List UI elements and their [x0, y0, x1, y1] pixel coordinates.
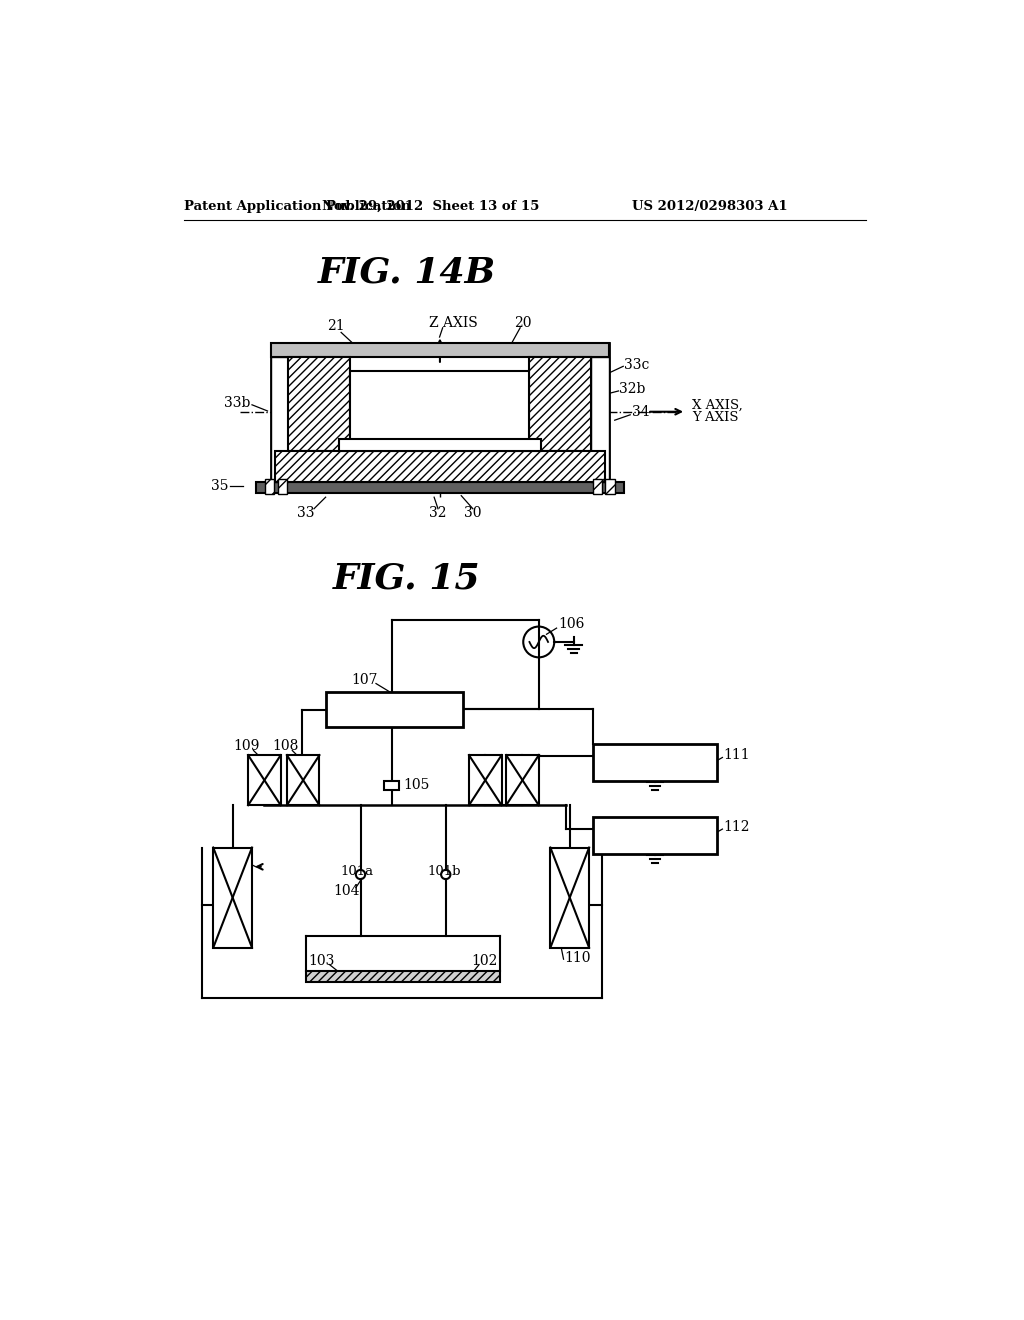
- Text: 34: 34: [632, 405, 649, 420]
- Text: X AXIS,: X AXIS,: [692, 399, 743, 412]
- Text: 102: 102: [471, 954, 498, 968]
- Bar: [592, 358, 608, 482]
- Bar: [339, 440, 541, 451]
- Text: FIG. 15: FIG. 15: [333, 561, 481, 595]
- Text: MATCHING CIRCUIT: MATCHING CIRCUIT: [327, 702, 461, 715]
- Text: 105: 105: [403, 779, 429, 792]
- Text: 108: 108: [272, 739, 299, 752]
- Bar: [550, 847, 589, 948]
- Text: 32b: 32b: [620, 383, 646, 396]
- Text: 101a: 101a: [340, 866, 373, 878]
- Text: POWER SUPPLY: POWER SUPPLY: [604, 760, 707, 774]
- Text: US 2012/0298303 A1: US 2012/0298303 A1: [632, 199, 787, 213]
- Bar: [469, 755, 502, 805]
- Bar: [265, 479, 274, 494]
- Bar: [350, 371, 529, 451]
- Text: 33c: 33c: [624, 358, 649, 372]
- Text: Nov. 29, 2012  Sheet 13 of 15: Nov. 29, 2012 Sheet 13 of 15: [322, 199, 539, 213]
- Bar: [213, 847, 252, 948]
- Text: POWER SUPPLY: POWER SUPPLY: [604, 834, 707, 847]
- Text: FIG. 14B: FIG. 14B: [317, 255, 496, 289]
- Text: 109: 109: [233, 739, 260, 752]
- Text: 21: 21: [327, 319, 344, 333]
- Bar: [605, 479, 614, 494]
- Bar: [256, 482, 624, 494]
- Text: 107: 107: [351, 673, 378, 686]
- Text: 111: 111: [723, 748, 750, 762]
- Bar: [384, 780, 399, 789]
- Text: DIRECT-CURRENT: DIRECT-CURRENT: [598, 750, 712, 763]
- Text: 33b: 33b: [224, 396, 251, 411]
- Text: DIRECT-CURRENT: DIRECT-CURRENT: [598, 822, 712, 836]
- Bar: [278, 479, 287, 494]
- Text: 20: 20: [514, 317, 532, 330]
- Bar: [287, 755, 319, 805]
- Text: 110: 110: [564, 950, 591, 965]
- Text: 104: 104: [333, 884, 359, 899]
- Bar: [326, 692, 463, 726]
- Text: 112: 112: [723, 820, 750, 834]
- Bar: [275, 451, 604, 482]
- Bar: [289, 358, 350, 451]
- Text: 32: 32: [429, 506, 446, 520]
- Text: 35: 35: [211, 479, 228, 492]
- Text: Y AXIS: Y AXIS: [692, 412, 738, 425]
- Bar: [271, 343, 608, 358]
- Text: 106: 106: [558, 618, 585, 631]
- Bar: [593, 479, 602, 494]
- Bar: [271, 358, 289, 482]
- Text: Patent Application Publication: Patent Application Publication: [183, 199, 411, 213]
- Bar: [271, 343, 608, 482]
- Text: 103: 103: [308, 954, 335, 968]
- Bar: [506, 755, 539, 805]
- Bar: [529, 358, 592, 451]
- Text: 101: 101: [221, 855, 248, 870]
- Text: Z AXIS: Z AXIS: [429, 317, 478, 330]
- Bar: [593, 817, 717, 854]
- Text: 101b: 101b: [427, 866, 461, 878]
- Bar: [248, 755, 281, 805]
- Text: 33: 33: [298, 506, 315, 520]
- Bar: [306, 970, 500, 982]
- Text: 30: 30: [464, 506, 481, 520]
- Bar: [593, 743, 717, 780]
